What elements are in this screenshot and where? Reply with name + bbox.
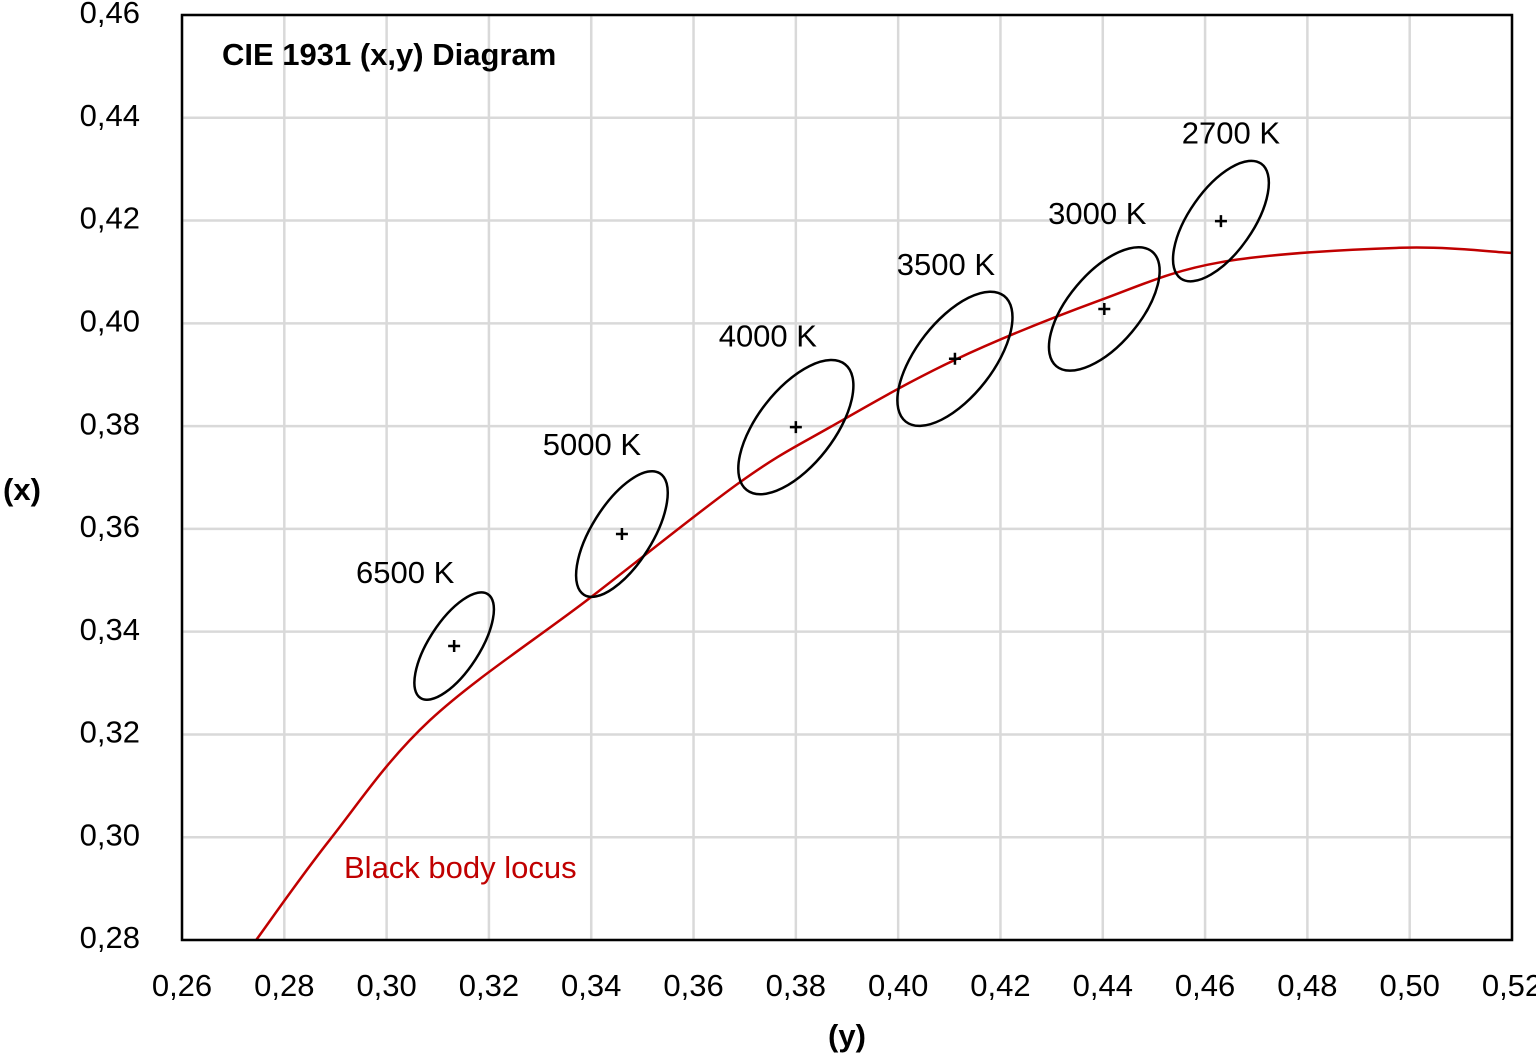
ellipse bbox=[737, 358, 855, 496]
ellipse bbox=[574, 469, 670, 599]
locus-label: Black body locus bbox=[344, 850, 577, 885]
y-tick-label: 0,28 bbox=[80, 920, 140, 955]
x-tick-label: 0,52 bbox=[1482, 968, 1536, 1003]
x-tick-label: 0,32 bbox=[459, 968, 519, 1003]
point-label: 6500 K bbox=[356, 555, 455, 590]
y-axis-label: (x) bbox=[3, 472, 41, 507]
y-tick-label: 0,38 bbox=[80, 406, 140, 441]
ellipse bbox=[896, 290, 1014, 428]
y-tick-label: 0,36 bbox=[80, 509, 140, 544]
center-marker bbox=[1098, 302, 1111, 315]
center-marker bbox=[615, 528, 628, 541]
y-tick-label: 0,42 bbox=[80, 201, 140, 236]
plot-frame bbox=[180, 13, 1514, 942]
x-tick-label: 0,48 bbox=[1277, 968, 1337, 1003]
point-label: 3500 K bbox=[897, 247, 996, 282]
center-marker bbox=[789, 421, 802, 434]
point-label: 4000 K bbox=[719, 318, 818, 353]
x-tick-label: 0,28 bbox=[254, 968, 314, 1003]
x-tick-label: 0,44 bbox=[1073, 968, 1133, 1003]
x-tick-label: 0,46 bbox=[1175, 968, 1235, 1003]
y-tick-label: 0,32 bbox=[80, 715, 140, 750]
ellipse bbox=[1047, 245, 1161, 372]
y-tick-label: 0,44 bbox=[80, 98, 140, 133]
x-tick-label: 0,40 bbox=[868, 968, 928, 1003]
x-tick-label: 0,38 bbox=[766, 968, 826, 1003]
x-tick-label: 0,42 bbox=[970, 968, 1030, 1003]
locus-line bbox=[255, 246, 1513, 941]
x-tick-label: 0,36 bbox=[663, 968, 723, 1003]
ellipse bbox=[413, 591, 496, 701]
y-tick-label: 0,34 bbox=[80, 612, 140, 647]
y-tick-label: 0,46 bbox=[80, 0, 140, 30]
ellipse bbox=[1171, 159, 1271, 283]
x-tick-label: 0,34 bbox=[561, 968, 621, 1003]
x-tick-label: 0,50 bbox=[1380, 968, 1440, 1003]
marks bbox=[255, 159, 1513, 941]
point-label: 3000 K bbox=[1048, 196, 1147, 231]
center-marker bbox=[1214, 215, 1227, 228]
point-label: 5000 K bbox=[543, 427, 642, 462]
x-tick-label: 0,26 bbox=[152, 968, 212, 1003]
y-tick-label: 0,40 bbox=[80, 304, 140, 339]
center-marker bbox=[448, 640, 461, 653]
y-tick-label: 0,30 bbox=[80, 817, 140, 852]
grid bbox=[180, 13, 1514, 942]
point-label: 2700 K bbox=[1182, 115, 1281, 150]
x-axis-label: (y) bbox=[828, 1018, 866, 1053]
center-marker bbox=[948, 352, 961, 365]
chart-title: CIE 1931 (x,y) Diagram bbox=[222, 37, 556, 72]
x-tick-label: 0,30 bbox=[356, 968, 416, 1003]
